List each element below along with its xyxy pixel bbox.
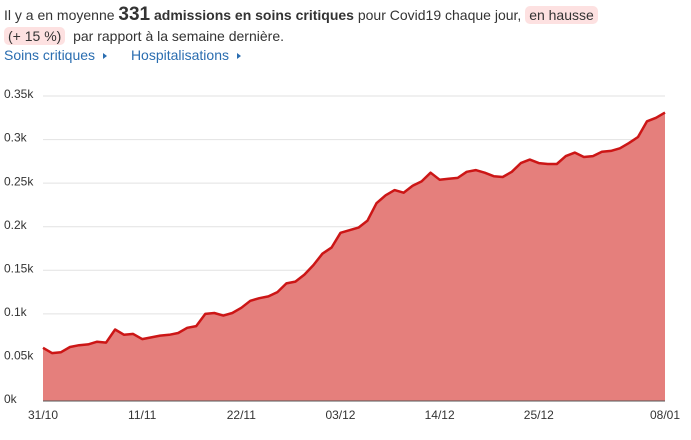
x-tick-label: 08/01 bbox=[650, 408, 680, 422]
links: Soins critiques Hospitalisations bbox=[4, 47, 261, 63]
y-tick-label: 0.25k bbox=[4, 174, 34, 188]
text: par rapport à la semaine dernière. bbox=[73, 28, 284, 44]
trend: en hausse bbox=[525, 6, 598, 24]
text: Il y a en moyenne bbox=[4, 7, 115, 23]
y-tick-label: 0.1k bbox=[4, 305, 28, 319]
line bbox=[42, 111, 666, 355]
link-text[interactable]: Soins critiques bbox=[4, 47, 96, 63]
y-tick-label: 0.05k bbox=[4, 349, 34, 363]
link-text[interactable]: Hospitalisations bbox=[130, 47, 229, 63]
x-tick-label: 31/10 bbox=[28, 408, 58, 422]
x-tick-label: 03/12 bbox=[325, 408, 355, 422]
y-tick-label: 0k bbox=[4, 392, 18, 406]
text: admissions en soins critiques bbox=[154, 7, 354, 23]
area bbox=[43, 112, 665, 401]
x-tick-label: 11/11 bbox=[128, 408, 157, 422]
text: pour Covid19 chaque jour, bbox=[357, 7, 522, 23]
x-tick-label: 14/12 bbox=[425, 408, 455, 422]
x-tick-label: 25/12 bbox=[524, 408, 554, 422]
y-tick-label: 0.35k bbox=[4, 87, 34, 101]
x-tick-label: 22/11 bbox=[227, 408, 256, 422]
y-tick-label: 0.3k bbox=[4, 131, 28, 145]
y-tick-label: 0.2k bbox=[4, 218, 28, 232]
link[interactable]: Hospitalisations bbox=[131, 47, 241, 63]
link[interactable]: Soins critiques bbox=[4, 47, 108, 63]
number: 331 bbox=[118, 4, 151, 25]
headline: Il y a en moyenne 331 admissions en soin… bbox=[4, 4, 598, 47]
y-tick-label: 0.15k bbox=[4, 261, 34, 275]
change: (+ 15 %) bbox=[4, 27, 66, 45]
